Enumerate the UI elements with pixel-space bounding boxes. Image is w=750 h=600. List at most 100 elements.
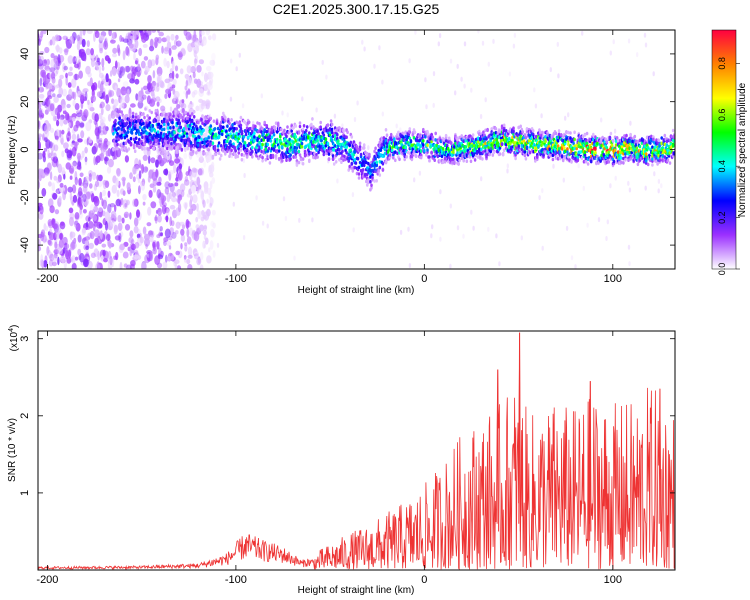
spectrogram-cell	[370, 186, 373, 190]
spectrogram-cell	[119, 66, 126, 77]
spectrogram-cell	[191, 37, 195, 43]
spectrogram-cell	[326, 141, 330, 146]
spectrogram-cell	[444, 133, 448, 138]
spectrogram-cell	[192, 127, 196, 131]
spectrogram-cell	[134, 249, 138, 255]
spectrogram-cell	[462, 158, 466, 163]
spectrogram-cell	[75, 55, 81, 63]
spectrogram-cell	[206, 198, 209, 204]
spectrogram-cell	[49, 127, 55, 133]
spectrogram-cell	[193, 30, 197, 39]
spectrogram-cell	[169, 145, 172, 150]
spectrogram-cell	[481, 157, 484, 161]
spectrogram-cell	[362, 143, 366, 147]
spectrogram-cell	[168, 245, 172, 250]
spectrogram-cell	[495, 233, 498, 239]
spectrogram-cell	[171, 132, 174, 137]
spectrogram-cell	[374, 146, 377, 151]
spectrogram-cell	[281, 110, 284, 116]
spectrogram-cell	[206, 255, 212, 264]
spectrogram-cell	[53, 96, 59, 103]
spectrogram-cell	[195, 105, 200, 112]
spectrogram-cell	[65, 75, 68, 86]
spectrogram-cell	[117, 78, 121, 83]
spectrogram-cell	[364, 150, 367, 155]
spectrogram-cell	[43, 74, 47, 85]
spectrogram-cell	[90, 171, 97, 177]
spectrogram-cell	[174, 263, 178, 269]
spectrogram-cell	[143, 115, 146, 120]
spectrogram-cell	[324, 137, 328, 141]
spectrogram-cell	[195, 151, 198, 155]
spectrogram-cell	[140, 122, 143, 127]
spectrogram-cell	[462, 233, 465, 239]
spectrogram-cell	[315, 107, 318, 113]
spectrogram-cell	[240, 131, 244, 136]
spectrogram-cell	[145, 166, 148, 172]
spectrogram-cell	[38, 87, 40, 92]
spectrogram-cell	[203, 140, 206, 144]
spectrogram-cell	[556, 138, 560, 143]
spectrogram-cell	[336, 151, 339, 156]
spectrogram-cell	[59, 232, 64, 241]
spectrogram-cell	[292, 155, 296, 159]
spectrogram-cell	[186, 145, 189, 151]
spectrogram-cell	[154, 255, 161, 266]
spectrogram-cell	[192, 122, 196, 126]
spectrogram-cell	[573, 130, 576, 135]
spectrogram-cell	[150, 38, 155, 48]
spectrogram-cell	[653, 171, 656, 177]
spectrogram-cell	[373, 179, 376, 183]
spectrogram-cell	[192, 194, 198, 204]
spectrogram-cell	[74, 103, 80, 111]
spectrogram-cell	[294, 152, 298, 156]
spectrogram-cell	[173, 94, 177, 102]
spectrogram-cell	[182, 127, 186, 131]
spectrogram-cell	[45, 225, 49, 232]
spectrogram-cell	[80, 94, 85, 105]
spectrogram-cell	[143, 146, 146, 151]
spectrogram-cell	[524, 136, 528, 140]
spectrogram-cell	[166, 151, 169, 156]
spectrogram-cell	[68, 207, 74, 214]
spectrogram-cell	[541, 245, 544, 251]
spectrogram-cell	[104, 38, 107, 48]
spectrogram-cell	[438, 33, 442, 39]
spectrogram-cell	[171, 254, 175, 261]
spectrogram-cell	[226, 139, 229, 143]
spectrogram-cell	[125, 32, 132, 39]
spectrogram-cell	[266, 223, 269, 229]
spectrogram-cell	[230, 58, 233, 64]
spectrogram-cell	[408, 130, 412, 134]
spectrogram-cell	[52, 115, 57, 122]
spectrogram-cell	[443, 160, 447, 164]
spectrogram-cell	[212, 59, 216, 66]
spectrogram-cell	[126, 264, 132, 269]
spectrogram-cell	[263, 120, 267, 125]
spectrogram-cell	[348, 143, 352, 148]
spectrogram-cell	[94, 113, 99, 123]
spectrogram-cell	[74, 73, 78, 81]
spectrogram-cell	[486, 128, 489, 132]
spectrogram-cell	[113, 224, 119, 233]
spectrogram-cell	[410, 143, 414, 147]
spectrogram-cell	[481, 40, 485, 46]
spectrogram-cell	[192, 109, 196, 114]
spectrogram-cell	[203, 151, 206, 156]
spectrogram-cell	[35, 142, 38, 146]
spectrogram-cell	[199, 264, 204, 269]
spectrogram-cell	[34, 135, 37, 142]
spectrogram-cell	[276, 123, 280, 128]
spectrogram-cell	[382, 136, 386, 141]
spectrogram-cell	[333, 113, 337, 119]
spectrogram-cell	[251, 130, 254, 135]
spectrogram-cell	[134, 112, 138, 117]
spectrogram-cell	[174, 158, 181, 164]
spectrogram-cell	[258, 145, 261, 149]
spectrogram-cell	[366, 153, 369, 157]
spectrogram-cell	[211, 156, 215, 160]
spectrogram-cell	[330, 138, 334, 142]
spectrogram-cell	[224, 118, 227, 123]
spectrogram-cell	[346, 130, 349, 134]
spectrogram-cell	[149, 251, 154, 262]
